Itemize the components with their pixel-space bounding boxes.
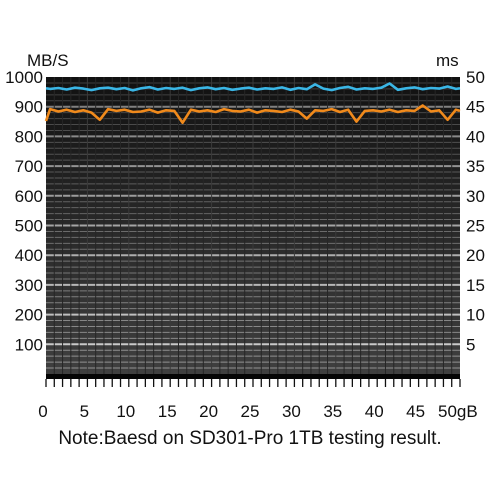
right-axis-labels: 5 10 15 20 25 30 35 40 45 50	[466, 68, 485, 354]
x-tick-label: 30	[282, 402, 301, 421]
x-tick-label: 10	[116, 402, 135, 421]
left-axis-labels: 100 200 300 400 500 600 700 800 900 1000	[5, 68, 43, 354]
right-tick-label: 30	[466, 187, 485, 206]
right-tick-label: 35	[466, 157, 485, 176]
right-tick-label: 10	[466, 306, 485, 325]
left-tick-label: 600	[15, 187, 43, 206]
x-axis-ticks	[45, 379, 461, 387]
right-tick-label: 15	[466, 276, 485, 295]
left-tick-label: 1000	[5, 68, 43, 87]
footnote: Note:Baesd on SD301-Pro 1TB testing resu…	[58, 428, 442, 449]
right-tick-label: 45	[466, 98, 485, 117]
left-tick-label: 900	[15, 98, 43, 117]
right-tick-label: 25	[466, 217, 485, 236]
series-layer	[44, 82, 461, 124]
left-tick-label: 800	[15, 127, 43, 146]
x-tick-label: 0	[38, 402, 47, 421]
x-tick-label: 15	[158, 402, 177, 421]
plot-bottom-strip	[46, 374, 460, 379]
series-line-left	[45, 82, 461, 92]
x-tick-label: 25	[241, 402, 260, 421]
x-tick-label: 45	[406, 402, 425, 421]
left-tick-label: 200	[15, 306, 43, 325]
x-tick-label: 20	[199, 402, 218, 421]
right-tick-label: 5	[466, 335, 475, 354]
left-axis-unit: MB/S	[27, 51, 69, 70]
right-tick-label: 40	[466, 127, 485, 146]
right-tick-label: 20	[466, 246, 485, 265]
left-tick-label: 500	[15, 217, 43, 236]
left-tick-label: 300	[15, 276, 43, 295]
left-tick-label: 700	[15, 157, 43, 176]
vertical-gridlines	[53, 77, 453, 374]
x-tick-label: 5	[80, 402, 89, 421]
right-tick-label: 50	[466, 68, 485, 87]
x-tick-label: 40	[365, 402, 384, 421]
left-tick-label: 400	[15, 246, 43, 265]
right-axis-unit: ms	[436, 51, 459, 70]
x-axis-labels: 0 5 10 15 20 25 30 35 40 45 50gB	[38, 402, 477, 421]
x-tick-label: 50gB	[438, 402, 478, 421]
x-tick-label: 35	[323, 402, 342, 421]
left-tick-label: 100	[15, 335, 43, 354]
series-line-right	[44, 104, 461, 124]
